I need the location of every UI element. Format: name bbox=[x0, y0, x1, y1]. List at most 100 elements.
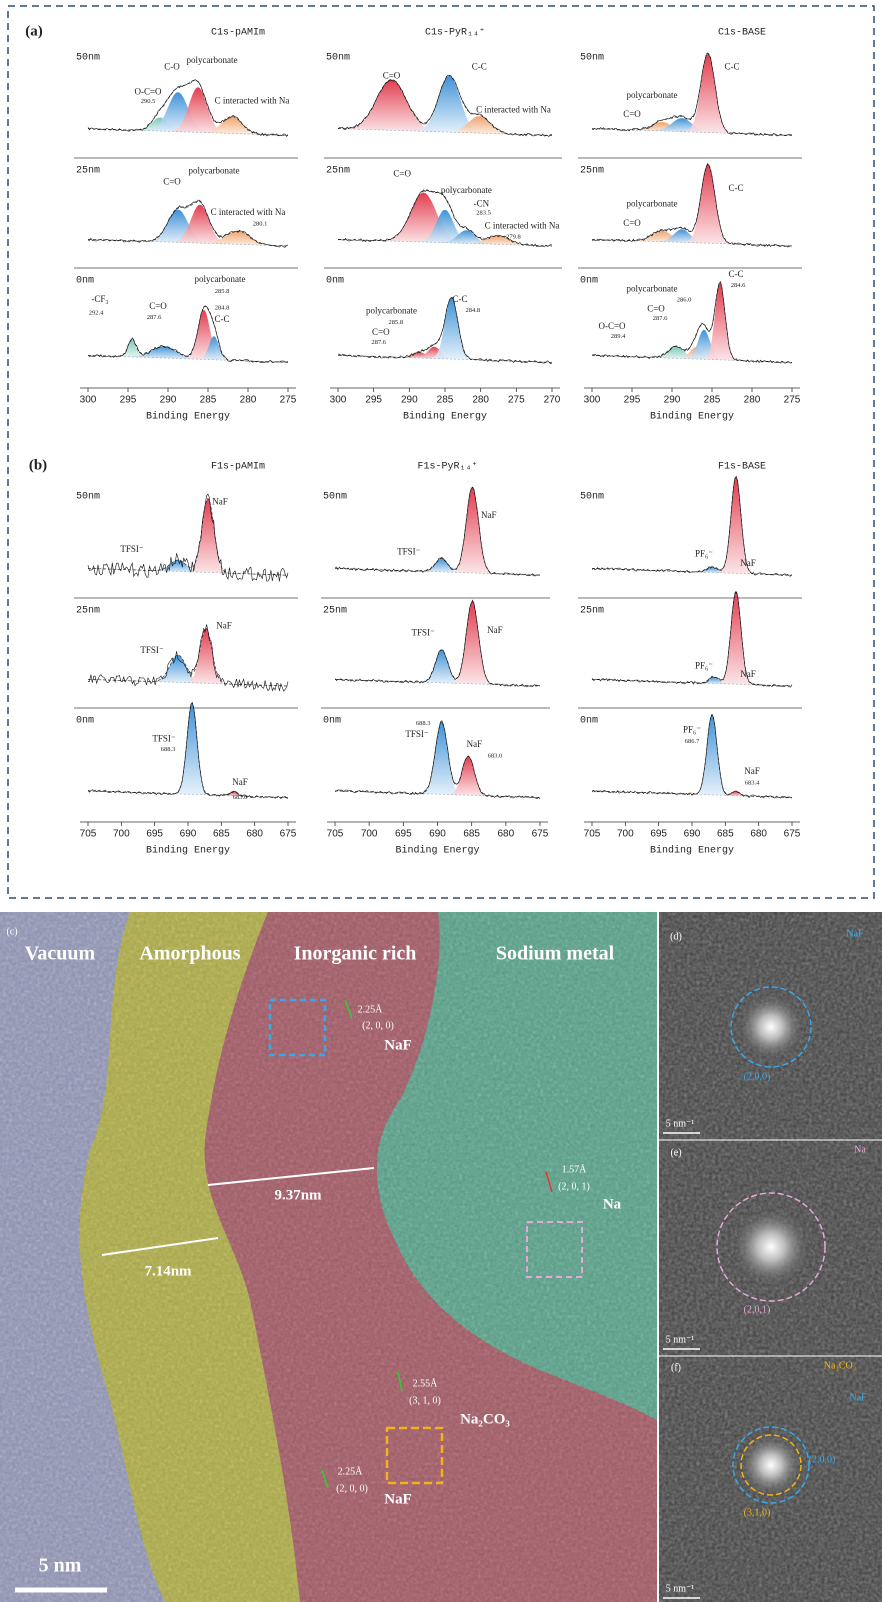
peak-label: 287.6 bbox=[147, 314, 162, 321]
image-annotation: NaF bbox=[384, 1491, 412, 1507]
image-annotation: 5 nm bbox=[39, 1555, 82, 1577]
peak-label: O-C=O bbox=[598, 321, 626, 331]
x-tick-label: 300 bbox=[584, 395, 601, 406]
image-annotation: Na₂CO₃ bbox=[460, 1411, 510, 1427]
peak-label: polycarbonate bbox=[627, 90, 678, 100]
image-annotation: Na₂CO₃ bbox=[824, 1360, 857, 1371]
peak-label: C=O bbox=[393, 169, 411, 179]
depth-label: 0nm bbox=[580, 716, 598, 727]
image-annotation: 2.25Å bbox=[338, 1465, 364, 1477]
image-annotation: 1.57Å bbox=[562, 1163, 588, 1175]
fft-center bbox=[739, 1433, 803, 1497]
x-tick-label: 290 bbox=[664, 395, 681, 406]
peak-label: 284.8 bbox=[215, 305, 230, 312]
peak-label: polycarbonate bbox=[189, 165, 240, 175]
peak-label: C-C bbox=[472, 62, 487, 72]
peak-label: polycarbonate bbox=[441, 185, 492, 195]
peak-label: C=O bbox=[647, 303, 665, 313]
peak-label: NaF bbox=[487, 625, 503, 635]
fitted-peak bbox=[680, 164, 736, 244]
x-tick-label: 280 bbox=[240, 395, 257, 406]
image-annotation: 9.37nm bbox=[274, 1187, 322, 1203]
panel-label: (b) bbox=[29, 457, 47, 473]
image-annotation: (2, 0, 0) bbox=[362, 1020, 394, 1031]
image-annotation: (3,1,0) bbox=[744, 1507, 771, 1518]
x-tick-label: 300 bbox=[330, 395, 347, 406]
image-annotation: Inorganic rich bbox=[294, 943, 417, 965]
column-title: F1s-PyR₁₄⁺ bbox=[417, 462, 477, 473]
image-annotation: (2,0,1) bbox=[744, 1304, 771, 1315]
x-tick-label: 285 bbox=[437, 395, 454, 406]
envelope bbox=[592, 53, 792, 135]
image-annotation: NaF bbox=[384, 1037, 412, 1053]
image-annotation: Sodium metal bbox=[496, 943, 615, 965]
depth-label: 25nm bbox=[76, 606, 100, 617]
peak-label: polycarbonate bbox=[627, 283, 678, 293]
x-tick-label: 295 bbox=[624, 395, 641, 406]
depth-label: 25nm bbox=[326, 166, 350, 177]
depth-label: 25nm bbox=[580, 606, 604, 617]
x-tick-label: 705 bbox=[584, 829, 601, 840]
x-tick-label: 270 bbox=[544, 395, 561, 406]
peak-label: C=O bbox=[372, 327, 390, 337]
peak-label: NaF bbox=[216, 621, 232, 631]
peak-label: C=O bbox=[149, 301, 167, 311]
peak-label: 686.7 bbox=[685, 738, 700, 745]
peak-label: C interacted with Na bbox=[215, 96, 290, 106]
tem-image bbox=[0, 912, 657, 1602]
texture bbox=[0, 912, 657, 1602]
peak-label: polycarbonate bbox=[187, 55, 238, 65]
x-tick-label: 675 bbox=[280, 829, 297, 840]
x-tick-label: 690 bbox=[180, 829, 197, 840]
image-annotation: Na bbox=[603, 1196, 622, 1212]
image-annotation: 5 nm⁻¹ bbox=[666, 1118, 695, 1129]
peak-label: O-C=O bbox=[134, 87, 162, 97]
envelope bbox=[592, 477, 792, 576]
x-tick-label: 275 bbox=[280, 395, 297, 406]
peak-label: NaF bbox=[232, 777, 248, 787]
spectrum bbox=[592, 592, 792, 687]
panel-label: (a) bbox=[25, 23, 43, 39]
fitted-peak bbox=[184, 498, 232, 573]
peak-label: 286.0 bbox=[677, 296, 692, 303]
peak-label: NaF bbox=[744, 766, 760, 776]
peak-label: 683.4 bbox=[745, 780, 760, 787]
image-annotation: Amorphous bbox=[139, 943, 240, 965]
peak-label: TFSI⁻ bbox=[412, 627, 436, 637]
column-title: C1s-pAMIm bbox=[211, 28, 265, 39]
x-tick-label: 680 bbox=[750, 829, 767, 840]
x-tick-label: 675 bbox=[532, 829, 549, 840]
x-tick-label: 685 bbox=[463, 829, 480, 840]
peak-label: NaF bbox=[212, 496, 228, 506]
image-annotation: 5 nm⁻¹ bbox=[666, 1334, 695, 1345]
peak-label: C=O bbox=[623, 218, 641, 228]
peak-label: C-O bbox=[164, 62, 180, 72]
depth-label: 0nm bbox=[76, 276, 94, 287]
x-tick-label: 680 bbox=[497, 829, 514, 840]
x-axis-label: Binding Energy bbox=[146, 845, 230, 857]
x-tick-label: 705 bbox=[80, 829, 97, 840]
spectrum bbox=[592, 477, 792, 577]
image-annotation: 2.25Å bbox=[358, 1003, 384, 1015]
depth-label: 50nm bbox=[76, 492, 100, 503]
peak-label: 285.8 bbox=[388, 319, 403, 326]
peak-label: C-C bbox=[728, 269, 743, 279]
image-annotation: 5 nm⁻¹ bbox=[666, 1583, 695, 1594]
x-tick-label: 700 bbox=[361, 829, 378, 840]
x-tick-label: 285 bbox=[704, 395, 721, 406]
spectrum bbox=[592, 53, 792, 136]
depth-label: 0nm bbox=[323, 716, 341, 727]
x-axis-label: Binding Energy bbox=[146, 411, 230, 423]
peak-label: polycarbonate bbox=[195, 274, 246, 284]
peak-label: TFSI⁻ bbox=[397, 546, 421, 556]
peak-label: C-C bbox=[724, 62, 739, 72]
depth-label: 50nm bbox=[580, 492, 604, 503]
depth-label: 0nm bbox=[76, 716, 94, 727]
envelope bbox=[592, 164, 792, 246]
x-axis-label: Binding Energy bbox=[403, 411, 487, 423]
x-tick-label: 700 bbox=[113, 829, 130, 840]
x-axis-label: Binding Energy bbox=[650, 845, 734, 857]
x-tick-label: 685 bbox=[213, 829, 230, 840]
envelope bbox=[592, 591, 792, 686]
fft-center bbox=[731, 1207, 811, 1287]
